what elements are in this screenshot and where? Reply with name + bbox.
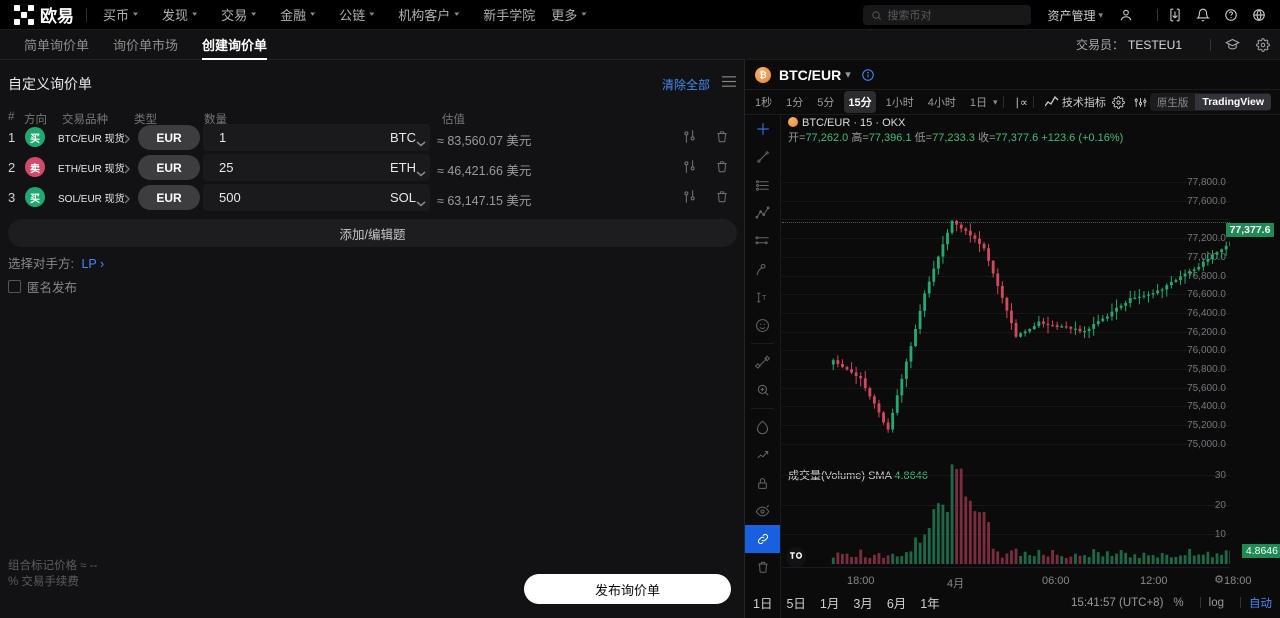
svg-text:T: T (762, 295, 767, 302)
